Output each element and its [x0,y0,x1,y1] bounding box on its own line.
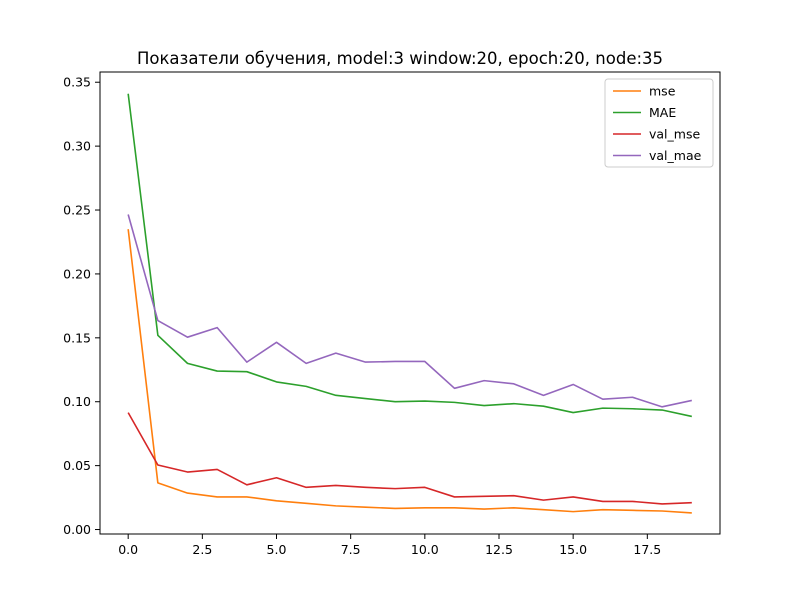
y-tick-label: 0.15 [63,330,91,345]
y-tick-label: 0.35 [63,75,91,90]
x-tick-label: 17.5 [633,542,661,557]
x-tick-label: 2.5 [192,542,212,557]
legend-label: val_mae [649,148,702,163]
legend: mse MAE val_mse val_mae [604,78,714,168]
y-tick-label: 0.10 [63,394,91,409]
y-tick-label: 0.20 [63,266,91,281]
y-tick-label: 0.05 [63,458,91,473]
x-tick-label: 0.0 [118,542,138,557]
legend-label: MAE [649,105,676,120]
legend-box [604,78,714,168]
x-tick-label: 5.0 [267,542,287,557]
x-tick-label: 10.0 [411,542,439,557]
plot-area-frame [99,71,721,535]
legend-label: val_mse [649,127,700,142]
x-tick-label: 15.0 [559,542,587,557]
series-line-mse [127,229,692,514]
series-line-val-mse [127,412,692,505]
legend-label: mse [649,84,676,99]
y-tick-label: 0.00 [63,522,91,537]
series-line-mae [127,93,692,418]
x-tick-label: 7.5 [341,542,361,557]
y-tick-label: 0.30 [63,139,91,154]
x-tick-label: 12.5 [485,542,513,557]
y-tick-label: 0.25 [63,203,91,218]
series-line-val-mae [127,214,692,408]
chart-title: Показатели обучения, model:3 window:20, … [137,49,663,68]
